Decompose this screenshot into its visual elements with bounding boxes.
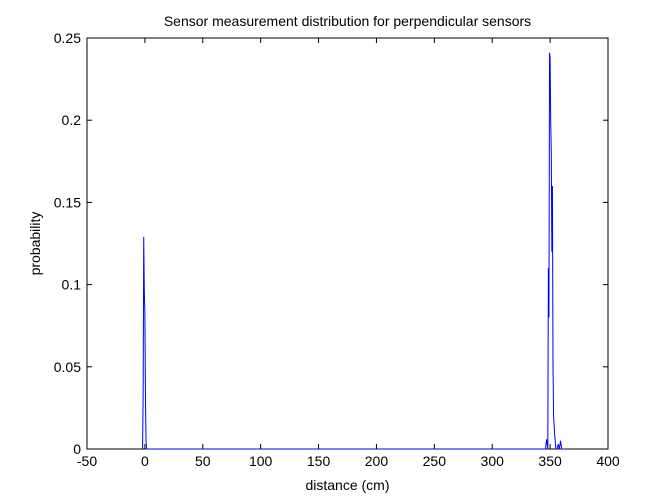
y-tick-label: 0.05 [54, 359, 81, 375]
x-tick-label: 150 [307, 453, 331, 469]
x-tick-label: 200 [365, 453, 389, 469]
x-tick-label: -50 [77, 453, 97, 469]
y-tick-label: 0.25 [54, 30, 81, 46]
chart-title: Sensor measurement distribution for perp… [164, 13, 531, 29]
x-tick-label: 100 [249, 453, 273, 469]
x-axis-label: distance (cm) [305, 477, 389, 493]
y-tick-label: 0.2 [62, 112, 82, 128]
x-tick-label: 250 [423, 453, 447, 469]
plot-layer [142, 52, 566, 450]
plot-area [86, 37, 609, 450]
x-tick-label: 300 [481, 453, 505, 469]
y-tick-label: 0.15 [54, 194, 81, 210]
y-tick-label: 0 [73, 441, 81, 457]
x-tick-label: 0 [141, 453, 149, 469]
x-tick-label: 50 [195, 453, 211, 469]
tick-layer: -50 0 50 100 150 200 250 300 350 40000.050.10.150… [54, 30, 620, 469]
y-tick-label: 0.1 [62, 277, 82, 293]
y-axis-label: probability [27, 212, 43, 276]
series-line [142, 52, 566, 450]
x-tick-label: 400 [596, 453, 620, 469]
x-tick-label: 350 [538, 453, 562, 469]
